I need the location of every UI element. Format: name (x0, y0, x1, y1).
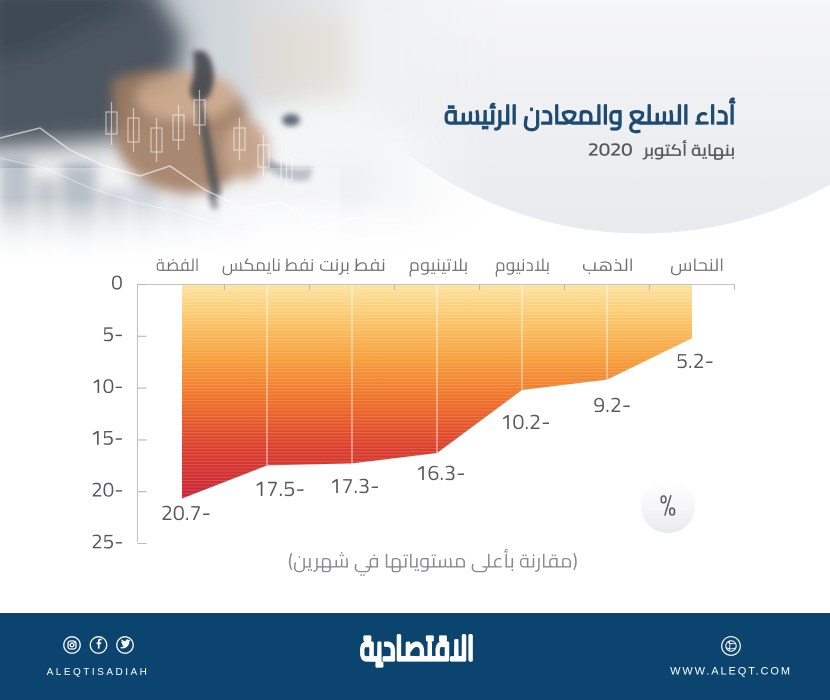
svg-text:WWW.ALEQT.COM: WWW.ALEQT.COM (670, 666, 792, 678)
svg-text:ALEQTISADIAH: ALEQTISADIAH (47, 667, 150, 678)
